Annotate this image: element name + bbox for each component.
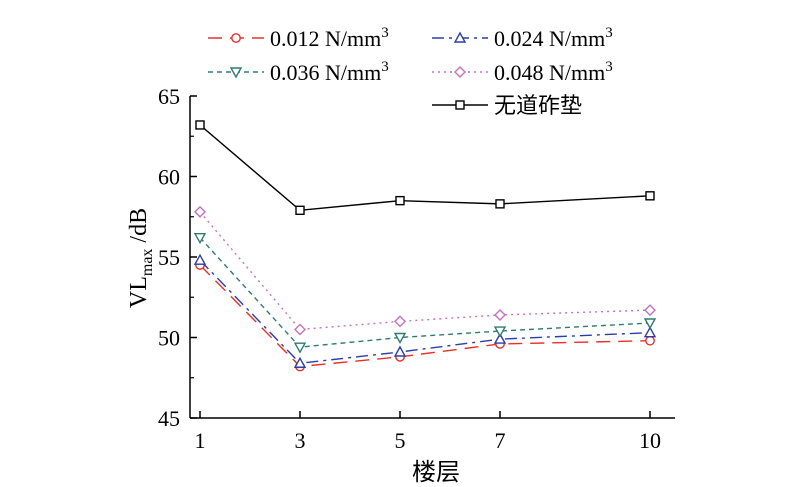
legend-label-sup: 3 <box>605 59 613 75</box>
legend-label: 0.012 N/mm3 <box>270 25 389 51</box>
y-axis-title-unit: /dB <box>126 208 152 249</box>
series-line <box>199 237 651 348</box>
legend: 0.012 N/mm3 0.024 N/mm3 0.036 N/mm3 0.048 N… <box>208 25 613 118</box>
x-tick-label: 5 <box>395 428 406 453</box>
legend-label: 0.048 N/mm3 <box>494 59 613 85</box>
series-1 <box>195 260 655 372</box>
y-tick-label: 65 <box>158 84 180 109</box>
data-point <box>645 335 655 346</box>
series-line <box>199 264 651 368</box>
legend-label-sup: 3 <box>381 59 389 75</box>
legend-marker <box>455 100 465 110</box>
series-4 <box>194 205 656 336</box>
data-point <box>393 345 407 357</box>
data-point <box>193 253 207 265</box>
x-tick-label: 10 <box>639 428 661 453</box>
data-point <box>294 323 306 336</box>
legend-label: 无道砟垫 <box>494 93 582 118</box>
legend-item-2: 0.024 N/mm3 <box>432 25 613 51</box>
legend-marker <box>453 31 467 43</box>
data-point <box>293 356 307 368</box>
data-point <box>194 205 206 218</box>
y-tick-label: 60 <box>158 165 180 190</box>
x-tick-label: 7 <box>495 428 506 453</box>
axes: 45 50 55 60 65 1 3 5 7 10 <box>158 84 675 453</box>
y-axis-title: VLmax /dB <box>126 208 156 308</box>
series-layer <box>193 120 657 372</box>
legend-item-3: 0.036 N/mm3 <box>208 59 389 85</box>
legend-item-1: 0.012 N/mm3 <box>208 25 389 51</box>
data-point <box>493 326 507 338</box>
x-axis-title: 楼层 <box>412 459 460 486</box>
legend-item-4: 0.048 N/mm3 <box>432 59 613 85</box>
legend-marker <box>454 66 466 78</box>
data-point <box>643 326 657 338</box>
data-point <box>195 120 205 130</box>
y-axis-title-sub: max <box>139 249 156 277</box>
data-point <box>393 332 407 344</box>
legend-label-sup: 3 <box>381 25 389 41</box>
x-tick-label: 1 <box>195 428 206 453</box>
data-point <box>493 332 507 344</box>
data-point <box>293 342 307 354</box>
legend-item-5: 无道砟垫 <box>432 93 582 118</box>
data-point <box>645 191 655 201</box>
y-tick-label: 50 <box>158 326 180 351</box>
data-point <box>395 195 405 206</box>
legend-label: 0.036 N/mm3 <box>270 59 389 85</box>
y-axis-title-main: VL <box>126 276 152 308</box>
legend-marker <box>229 67 243 79</box>
legend-marker <box>231 33 241 43</box>
data-point <box>643 318 657 330</box>
data-point <box>494 308 506 321</box>
data-point <box>193 232 207 245</box>
y-tick-label: 55 <box>158 245 180 270</box>
series-line <box>199 211 651 331</box>
legend-label-sup: 3 <box>605 25 613 41</box>
y-tick-label: 45 <box>158 406 180 431</box>
data-point <box>394 315 406 328</box>
legend-label: 0.024 N/mm3 <box>494 25 613 51</box>
x-tick-label: 3 <box>295 428 306 453</box>
series-5 <box>195 120 655 216</box>
series-3 <box>193 232 657 354</box>
series-line <box>199 124 651 212</box>
series-2 <box>193 253 657 368</box>
data-point <box>644 304 656 317</box>
data-point <box>295 205 305 216</box>
data-point <box>495 199 505 209</box>
